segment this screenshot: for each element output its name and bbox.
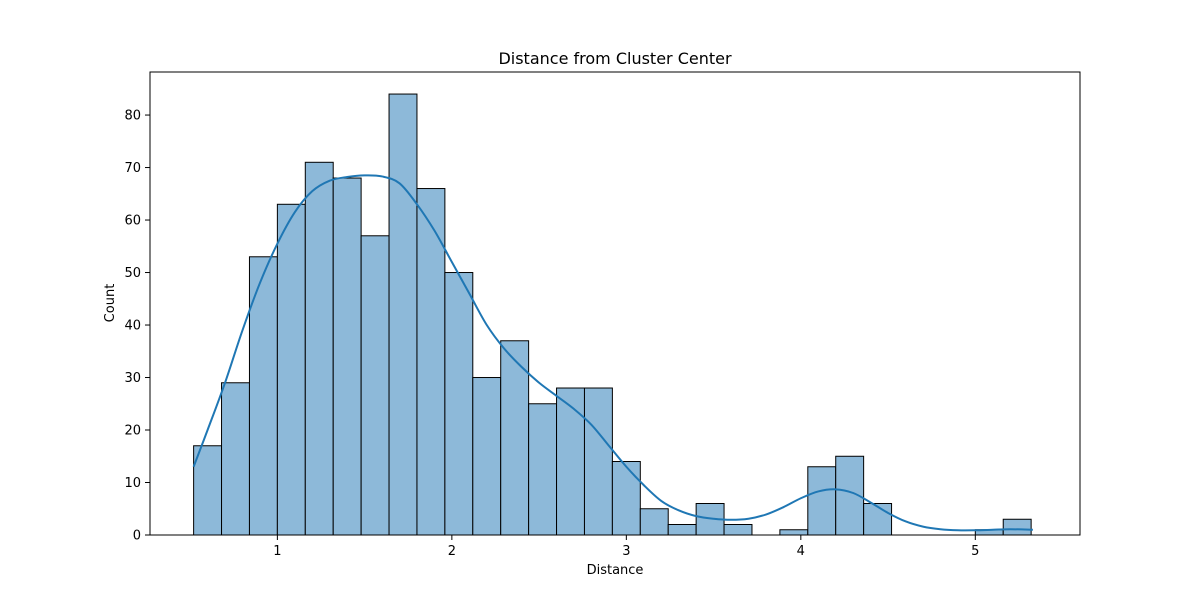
histogram-bar	[611, 461, 641, 536]
histogram-bar	[500, 340, 530, 536]
histogram-bar	[556, 387, 585, 536]
histogram-bar	[779, 529, 809, 536]
kde-line	[192, 174, 1033, 532]
y-tick-label: 80	[124, 109, 141, 124]
x-tick-label: 4	[797, 544, 805, 559]
histogram-bar	[639, 508, 669, 536]
y-tick-label: 10	[124, 476, 141, 491]
histogram-bar	[388, 93, 418, 536]
y-tick-label: 30	[124, 371, 141, 386]
y-tick-label: 70	[124, 161, 141, 176]
bars-group	[193, 93, 1032, 536]
histogram-bar	[248, 256, 278, 536]
y-axis-label: Count	[103, 284, 118, 323]
x-tick-label: 1	[273, 544, 281, 559]
histogram-bar	[723, 524, 753, 536]
y-tick-label: 20	[124, 424, 141, 439]
x-tick-label: 5	[971, 544, 979, 559]
histogram-bar	[1002, 518, 1032, 536]
histogram-bar	[444, 272, 474, 536]
histogram-bar	[667, 524, 697, 536]
histogram-bar	[416, 188, 446, 536]
y-axis-ticks: 0 10 20 30 40 50 60 70 80	[124, 109, 150, 544]
y-tick-label: 60	[124, 214, 141, 229]
y-tick-label: 40	[124, 319, 141, 334]
x-tick-label: 3	[622, 544, 630, 559]
plot-frame	[149, 71, 1081, 536]
histogram-bar	[221, 382, 250, 536]
x-axis-label: Distance	[587, 563, 644, 578]
histogram-bar	[332, 177, 362, 536]
histogram-bar	[807, 466, 837, 536]
histogram-bar	[360, 235, 390, 536]
histogram-bar	[863, 503, 893, 536]
chart-title: Distance from Cluster Center	[498, 49, 732, 68]
y-tick-label: 50	[124, 266, 141, 281]
histogram-bar	[276, 203, 306, 536]
x-tick-label: 2	[448, 544, 456, 559]
histogram-bar	[528, 403, 558, 536]
histogram-bar	[193, 445, 223, 536]
histogram-bar	[472, 377, 502, 536]
histogram-bar	[583, 387, 613, 536]
histogram-bar	[304, 161, 334, 536]
y-tick-label: 0	[133, 529, 141, 544]
x-axis-ticks: 1 2 3 4 5	[273, 535, 979, 559]
